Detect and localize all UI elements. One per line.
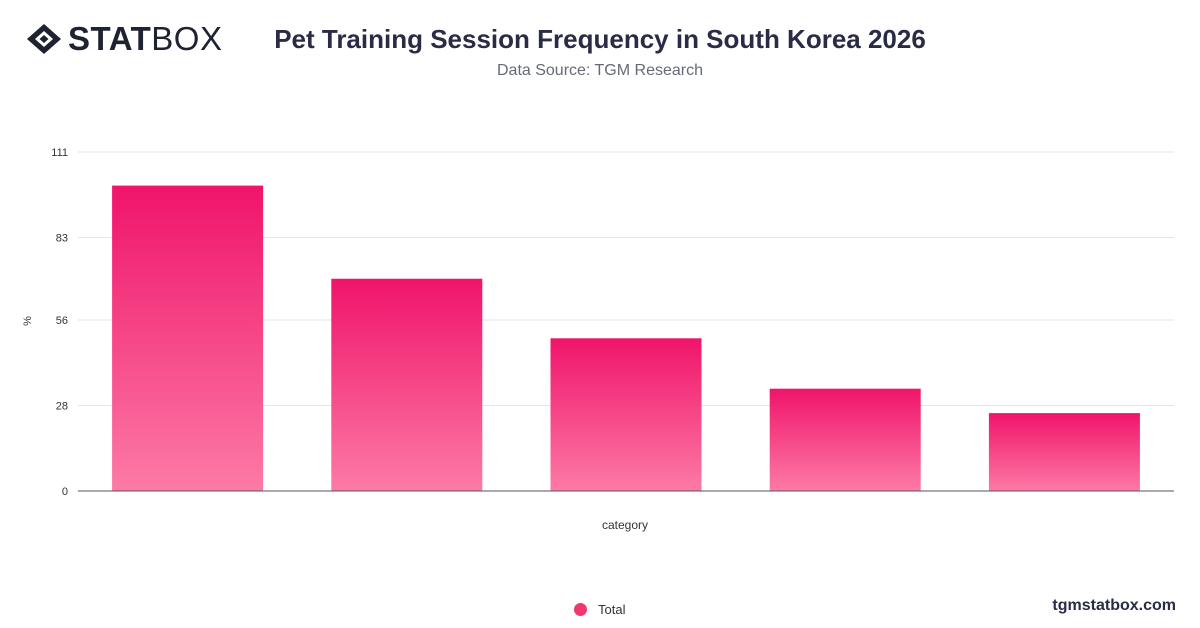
statbox-diamond-icon bbox=[27, 23, 61, 54]
y-tick-label: 28 bbox=[56, 400, 68, 412]
bar[interactable] bbox=[769, 388, 921, 491]
watermark: tgmstatbox.com bbox=[1052, 597, 1176, 614]
logo-bold-text: STAT bbox=[68, 20, 152, 57]
y-tick-label: 56 bbox=[56, 315, 68, 327]
legend-label: Total bbox=[598, 602, 626, 617]
y-tick-label: 0 bbox=[62, 486, 68, 498]
legend-swatch bbox=[574, 603, 587, 616]
legend[interactable]: Total bbox=[574, 602, 625, 617]
y-axis-label: % bbox=[22, 316, 34, 326]
bar[interactable] bbox=[331, 278, 483, 491]
chart-title: Pet Training Session Frequency in South … bbox=[274, 24, 926, 54]
x-axis-label: category bbox=[602, 518, 648, 532]
bar[interactable] bbox=[112, 185, 264, 491]
statbox-logo: STATBOX bbox=[26, 22, 222, 55]
statbox-wordmark: STATBOX bbox=[68, 22, 222, 55]
axes: 0 28 56 83 111 bbox=[51, 147, 1174, 498]
y-tick-label: 111 bbox=[51, 147, 68, 159]
bar[interactable] bbox=[550, 338, 702, 491]
y-tick-label: 83 bbox=[56, 233, 68, 245]
bar[interactable] bbox=[988, 413, 1140, 491]
bars bbox=[112, 185, 1140, 491]
logo-light-text: BOX bbox=[151, 20, 223, 57]
chart-subtitle: Data Source: TGM Research bbox=[496, 62, 703, 79]
